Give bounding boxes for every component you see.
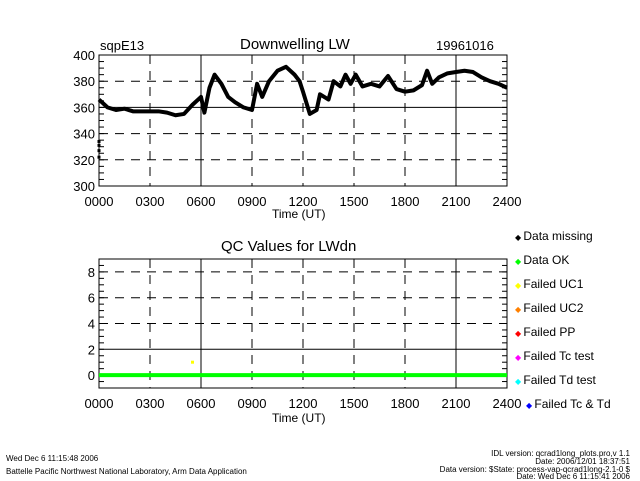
legend-label: Failed Tc & Td <box>534 397 611 411</box>
y-tick-label: 6 <box>88 291 95 306</box>
y-tick-label: 400 <box>73 48 95 63</box>
x-tick-label: 1200 <box>289 194 318 209</box>
footer-idl-date: Date: 2006/12/01 18:37:51 <box>535 457 630 466</box>
legend-marker-icon: ◆ <box>515 305 524 314</box>
legend-label: Data OK <box>523 253 570 267</box>
legend-marker-icon: ◆ <box>515 329 524 338</box>
x-tick-label: 0600 <box>187 194 216 209</box>
x-tick-label: 2100 <box>442 396 471 411</box>
legend-item: ◆ Failed PP <box>515 325 575 339</box>
legend-marker-icon: ◆ <box>515 257 524 266</box>
legend-marker-icon: ◆ <box>526 401 535 410</box>
legend-label: Failed UC2 <box>523 301 584 315</box>
site-label: sqpE13 <box>100 38 145 53</box>
x-tick-label: 1500 <box>340 194 369 209</box>
x-tick-label: 0900 <box>238 396 267 411</box>
x-tick-label: 0300 <box>136 194 165 209</box>
legend-label: Failed Tc test <box>523 349 594 363</box>
y-tick-label: 4 <box>88 317 95 332</box>
data-point <box>191 360 194 364</box>
legend-item: ◆ Failed Td test <box>515 373 596 387</box>
x-tick-label: 0300 <box>136 396 165 411</box>
x-tick-label: 0000 <box>85 194 114 209</box>
data-point <box>97 139 101 143</box>
x-tick-label: 0900 <box>238 194 267 209</box>
date-label: 19961016 <box>436 38 494 53</box>
y-tick-label: 2 <box>88 342 95 357</box>
legend-label: Data missing <box>523 229 593 243</box>
legend-marker-icon: ◆ <box>515 377 524 386</box>
footer-data-version: Data version: $State: process-vap-qcrad1… <box>439 465 630 474</box>
legend-item: ◆ Failed Tc & Td <box>526 397 611 411</box>
x-tick-label: 0600 <box>187 396 216 411</box>
x-tick-label: 2400 <box>493 396 522 411</box>
legend-marker-icon: ◆ <box>515 233 524 242</box>
y-tick-label: 320 <box>73 153 95 168</box>
y-tick-label: 8 <box>88 265 95 280</box>
x-tick-label: 1800 <box>391 194 420 209</box>
lwdn-series-line <box>97 64 508 118</box>
x-tick-label: 1800 <box>391 396 420 411</box>
chart-title-top: Downwelling LW <box>240 36 350 53</box>
footer-data-date: Date: Wed Dec 6 11:15:41 2006 <box>516 472 630 481</box>
y-tick-label: 0 <box>88 368 95 383</box>
x-tick-label: 1500 <box>340 396 369 411</box>
data-point <box>97 155 101 159</box>
footer-org: Battelle Pacific Northwest National Labo… <box>6 467 247 476</box>
data-point <box>97 143 101 147</box>
y-tick-label: 300 <box>73 179 95 194</box>
legend-label: Failed Td test <box>523 373 596 387</box>
x-tick-label: 1200 <box>289 396 318 411</box>
legend-item: ◆ Data missing <box>515 229 593 243</box>
x-tick-label: 2400 <box>493 194 522 209</box>
legend-item: ◆ Failed UC1 <box>515 277 583 291</box>
legend-item: ◆ Data OK <box>515 253 569 267</box>
data-point <box>97 149 101 153</box>
xlabel-bottom: Time (UT) <box>272 411 326 425</box>
legend-marker-icon: ◆ <box>515 353 524 362</box>
x-tick-label: 2100 <box>442 194 471 209</box>
y-tick-label: 380 <box>73 74 95 89</box>
y-tick-label: 340 <box>73 127 95 142</box>
x-tick-label: 0000 <box>85 396 114 411</box>
xlabel-top: Time (UT) <box>272 207 326 221</box>
chart-title-bottom: QC Values for LWdn <box>221 238 357 255</box>
legend-marker-icon: ◆ <box>515 281 524 290</box>
footer-idl-version: IDL version: qcrad1long_plots.pro,v 1.1 <box>491 449 630 458</box>
footer-timestamp: Wed Dec 6 11:15:48 2006 <box>6 454 99 463</box>
legend-label: Failed UC1 <box>523 277 584 291</box>
legend-item: ◆ Failed UC2 <box>515 301 583 315</box>
legend-label: Failed PP <box>523 325 576 339</box>
legend-item: ◆ Failed Tc test <box>515 349 594 363</box>
y-tick-label: 360 <box>73 100 95 115</box>
